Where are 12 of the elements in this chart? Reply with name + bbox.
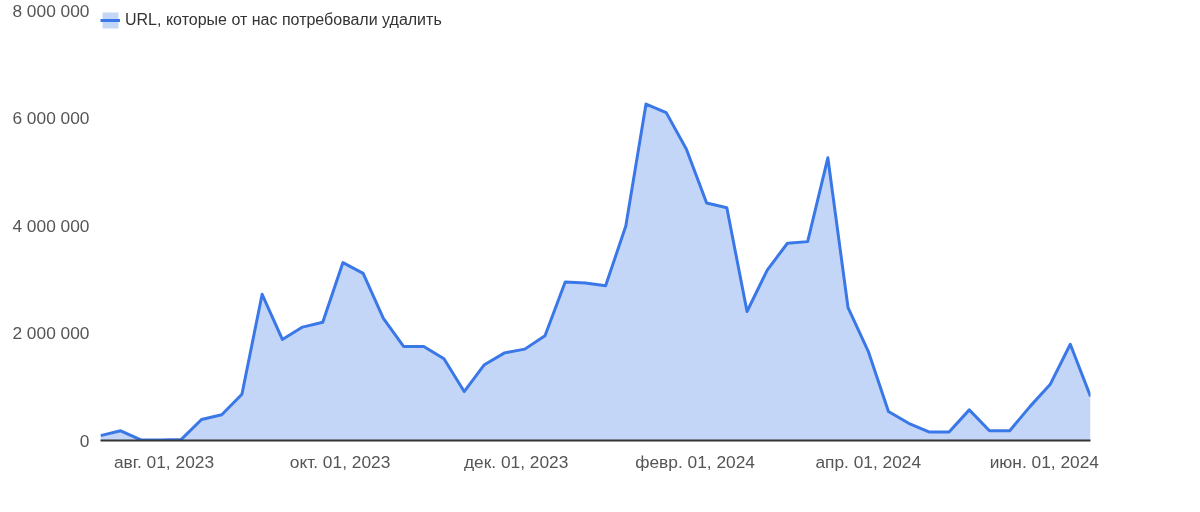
- y-tick-label: 4 000 000: [12, 215, 90, 236]
- y-tick-label: 2 000 000: [12, 323, 90, 343]
- x-tick-label: февр. 01, 2024: [635, 451, 756, 472]
- y-tick-label: 8 000 000: [12, 0, 90, 21]
- x-tick-label: авг. 01, 2023: [113, 451, 215, 472]
- y-tick-label: 6 000 000: [12, 108, 90, 128]
- x-tick-label: июн. 01, 2024: [989, 451, 1100, 472]
- x-tick-label: дек. 01, 2023: [463, 451, 569, 472]
- y-tick-label: 0: [79, 430, 90, 451]
- x-tick-label: апр. 01, 2024: [815, 451, 922, 472]
- legend-label: URL, которые от нас потребовали удалить: [125, 11, 442, 29]
- x-tick-label: окт. 01, 2023: [289, 451, 391, 472]
